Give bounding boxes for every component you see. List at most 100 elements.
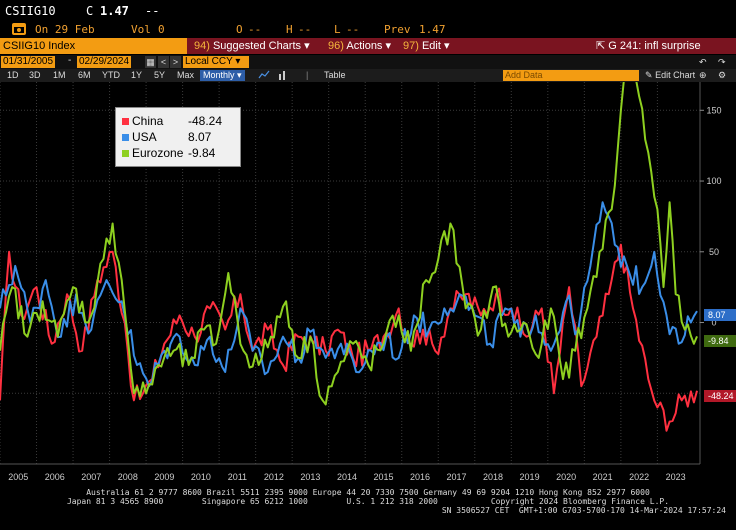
toolbar-divider: |: [306, 70, 309, 80]
on-date: On 29 Feb: [35, 23, 95, 36]
range-1y-button[interactable]: 1Y: [131, 70, 143, 80]
start-date-field[interactable]: 01/31/2005: [1, 56, 56, 68]
range-5y-button[interactable]: 5Y: [154, 70, 166, 80]
series-line-eurozone: [0, 82, 698, 406]
x-tick-label: 2009: [154, 472, 174, 482]
range-1d-button[interactable]: 1D: [7, 70, 19, 80]
date-separator: -: [68, 55, 72, 66]
close-change: --: [145, 4, 160, 18]
chevron-down-icon: ▾: [385, 40, 392, 52]
legend-swatch: [122, 150, 129, 158]
legend-item-china: China -48.24: [122, 113, 222, 129]
edit-menu[interactable]: 97) Edit ▾: [403, 40, 450, 52]
bar-chart-icon[interactable]: [277, 70, 289, 83]
open-label: O: [236, 23, 243, 36]
next-period-button[interactable]: >: [170, 56, 181, 68]
suggested-charts-menu[interactable]: 94) Suggested Charts ▾: [194, 40, 310, 52]
prev-period-button[interactable]: <: [158, 56, 169, 68]
legend-label: China: [132, 114, 164, 128]
footer: Australia 61 2 9777 8600 Brazil 5511 239…: [0, 486, 736, 530]
range-6m-button[interactable]: 6M: [78, 70, 91, 80]
external-link-icon: ⇱: [596, 40, 606, 52]
ticker-symbol: CSIIG10: [5, 4, 56, 18]
footer-session-info: SN 3506527 CET GMT+1:00 G703-5700-170 14…: [441, 506, 726, 515]
legend-value: 8.07: [188, 130, 212, 144]
quote-details: On 29 Feb Vol 0 O -- H -- L -- Prev 1.47: [0, 22, 736, 38]
chart-title-link[interactable]: ⇱ G 241: infl surprise: [596, 40, 701, 52]
x-tick-label: 2013: [300, 472, 320, 482]
y-tick-label: 150: [706, 105, 721, 115]
legend-label: USA: [132, 130, 157, 144]
zoom-in-icon[interactable]: ⊕: [699, 70, 707, 80]
line-chart[interactable]: 2005 2006 2007 2008 2009 2010 2011 2012 2013 2014…: [0, 82, 736, 486]
pencil-icon: ✎: [645, 70, 653, 80]
chevron-down-icon: ▾: [444, 40, 450, 52]
camera-icon[interactable]: [12, 23, 26, 35]
date-range-bar: 01/31/2005 - 02/29/2024 ▦ < > Local CCY …: [0, 55, 736, 69]
actions-menu[interactable]: 96) Actions ▾: [328, 40, 392, 52]
index-label: CSIIG10 Index: [3, 40, 76, 52]
footer-contacts-line1: Australia 61 2 9777 8600 Brazil 5511 239…: [86, 488, 650, 497]
x-tick-label: 2007: [81, 472, 101, 482]
y-tick-label: 100: [706, 176, 721, 186]
open-value: --: [248, 23, 262, 36]
chevron-down-icon: ▾: [235, 56, 241, 67]
x-tick-label: 2008: [118, 472, 138, 482]
chart-legend[interactable]: China -48.24 USA 8.07 Eurozone -9.84: [115, 107, 241, 167]
legend-swatch: [122, 118, 129, 126]
legend-value: -48.24: [188, 114, 223, 128]
x-tick-label: 2022: [629, 472, 649, 482]
chevron-down-icon: ▾: [304, 40, 310, 52]
settings-icon[interactable]: ⚙: [718, 70, 727, 80]
legend-label: Eurozone: [132, 146, 184, 160]
frequency-select[interactable]: Monthly ▾: [200, 70, 245, 81]
x-tick-label: 2016: [410, 472, 430, 482]
range-1m-button[interactable]: 1M: [53, 70, 66, 80]
y-tick-label: 0: [711, 318, 716, 328]
legend-value: -9.84: [188, 146, 216, 160]
table-button[interactable]: Table: [324, 70, 346, 80]
range-max-button[interactable]: Max: [177, 70, 195, 80]
usa-value-tag: 8.07: [704, 309, 736, 321]
index-ticker-box[interactable]: CSIIG10 Index: [0, 38, 187, 54]
legend-item-usa: USA 8.07: [122, 129, 211, 145]
chart-toolbar: 1D 3D 1M 6M YTD 1Y 5Y Max Monthly ▾ | Ta…: [0, 57, 736, 83]
volume-value: 0: [158, 23, 165, 36]
add-data-input[interactable]: Add Data: [503, 70, 639, 81]
x-tick-label: 2023: [666, 472, 686, 482]
low-label: L: [334, 23, 341, 36]
redo-icon[interactable]: ↷: [718, 57, 726, 67]
close-label: C: [86, 4, 94, 18]
calendar-icon[interactable]: ▦: [145, 56, 156, 68]
footer-contacts-line2: Japan 81 3 4565 8900 Singapore 65 6212 1…: [66, 497, 670, 506]
quote-header: CSIIG10 C 1.47 --: [0, 0, 736, 22]
range-3d-button[interactable]: 3D: [29, 70, 41, 80]
range-ytd-button[interactable]: YTD: [102, 70, 120, 80]
y-axis: 150 100 50 0: [699, 82, 722, 464]
x-tick-label: 2006: [45, 472, 65, 482]
x-tick-label: 2012: [264, 472, 284, 482]
currency-select[interactable]: Local CCY ▾: [183, 56, 249, 68]
eurozone-value-tag: -9.84: [704, 335, 736, 347]
prev-label: Prev: [384, 23, 411, 36]
x-tick-label: 2015: [373, 472, 393, 482]
menu-bar: CSIIG10 Index 94) Suggested Charts ▾ 96)…: [0, 38, 736, 54]
china-value-tag: -48.24: [704, 390, 736, 402]
prev-value: 1.47: [419, 23, 446, 36]
x-tick-label: 2021: [593, 472, 613, 482]
high-value: --: [298, 23, 312, 36]
chart-series: [0, 82, 698, 432]
line-chart-icon[interactable]: [258, 70, 270, 83]
close-value: 1.47: [100, 4, 129, 18]
end-date-field[interactable]: 02/29/2024: [77, 56, 132, 68]
legend-item-eurozone: Eurozone -9.84: [122, 145, 215, 161]
x-tick-label: 2019: [520, 472, 540, 482]
y-tick-label: 50: [709, 247, 719, 257]
x-tick-label: 2014: [337, 472, 357, 482]
x-tick-label: 2020: [556, 472, 576, 482]
edit-chart-button[interactable]: ✎ Edit Chart: [645, 70, 696, 80]
chart-background: [0, 82, 736, 486]
x-tick-label: 2011: [228, 472, 247, 482]
undo-icon[interactable]: ↶: [699, 57, 707, 67]
x-tick-label: 2018: [483, 472, 503, 482]
